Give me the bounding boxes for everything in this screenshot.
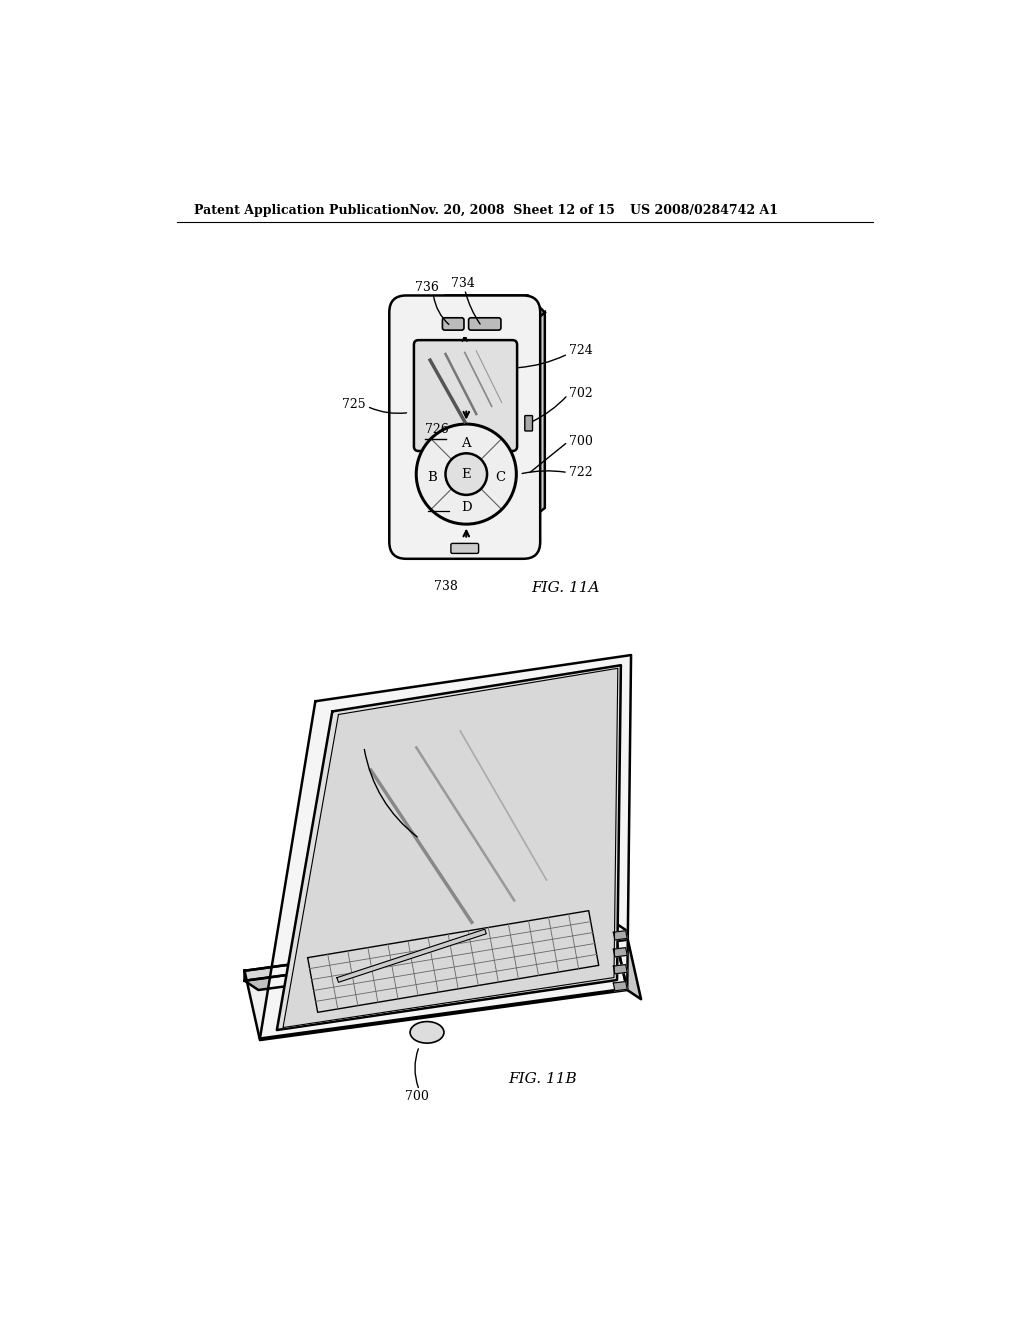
Polygon shape (611, 921, 641, 999)
Polygon shape (613, 965, 628, 974)
Text: 725: 725 (342, 399, 366, 412)
Text: FIG. 11B: FIG. 11B (508, 1072, 577, 1086)
Text: 722: 722 (569, 466, 593, 479)
Text: FIG. 11A: FIG. 11A (531, 581, 599, 595)
Text: 700: 700 (569, 436, 593, 449)
Text: 724: 724 (569, 345, 593, 358)
Polygon shape (337, 929, 486, 982)
Text: B: B (428, 471, 437, 484)
FancyBboxPatch shape (469, 318, 501, 330)
Polygon shape (506, 296, 545, 330)
Circle shape (445, 453, 487, 495)
Text: US 2008/0284742 A1: US 2008/0284742 A1 (630, 205, 777, 218)
Polygon shape (613, 931, 628, 940)
Polygon shape (260, 655, 631, 1039)
Polygon shape (283, 668, 617, 1027)
Ellipse shape (410, 1022, 444, 1043)
Text: Patent Application Publication: Patent Application Publication (194, 205, 410, 218)
Text: D: D (461, 500, 472, 513)
Text: E: E (462, 467, 471, 480)
Polygon shape (523, 313, 545, 525)
Polygon shape (307, 911, 599, 1012)
Polygon shape (423, 296, 528, 313)
Text: 736: 736 (415, 281, 439, 294)
Polygon shape (245, 921, 611, 981)
FancyBboxPatch shape (524, 416, 532, 430)
FancyBboxPatch shape (442, 318, 464, 330)
Text: Nov. 20, 2008  Sheet 12 of 15: Nov. 20, 2008 Sheet 12 of 15 (410, 205, 615, 218)
Text: 726: 726 (425, 422, 449, 436)
Polygon shape (613, 948, 628, 957)
Circle shape (416, 424, 516, 524)
Text: 702: 702 (569, 387, 593, 400)
Polygon shape (276, 665, 621, 1030)
Text: 731: 731 (428, 500, 452, 513)
Text: C: C (495, 471, 505, 484)
Polygon shape (245, 931, 626, 990)
Text: 704: 704 (338, 739, 361, 751)
Text: 738: 738 (433, 579, 458, 593)
FancyBboxPatch shape (451, 544, 478, 553)
Text: A: A (462, 437, 471, 450)
Text: 734: 734 (452, 277, 475, 289)
Text: 700: 700 (406, 1090, 429, 1102)
FancyBboxPatch shape (414, 341, 517, 451)
Polygon shape (613, 982, 628, 991)
FancyBboxPatch shape (389, 296, 541, 558)
Polygon shape (245, 921, 628, 1040)
